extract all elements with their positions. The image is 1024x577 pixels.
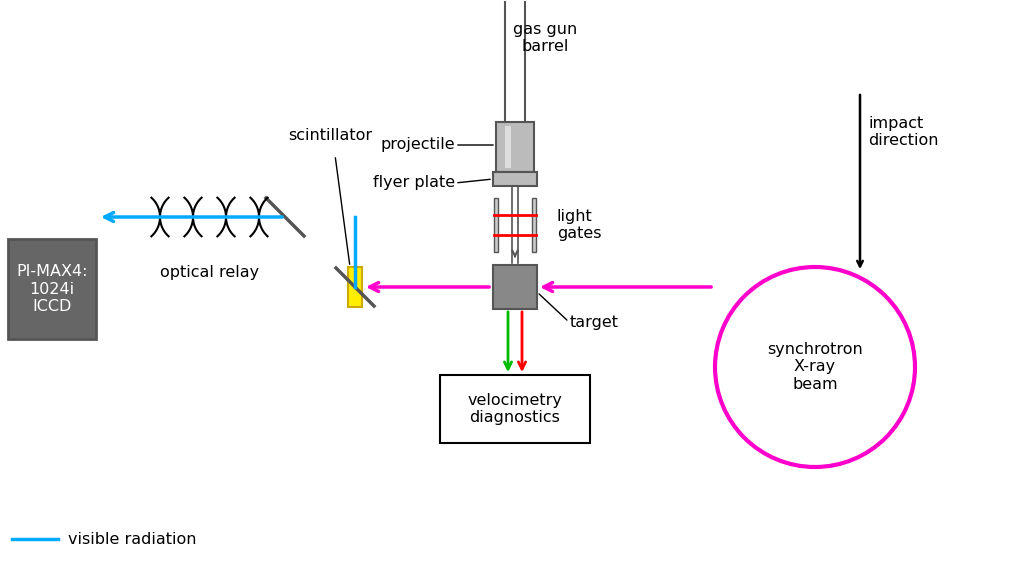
Text: synchrotron
X-ray
beam: synchrotron X-ray beam [767,342,863,392]
Text: visible radiation: visible radiation [68,531,197,546]
Text: light
gates: light gates [557,209,601,241]
Text: flyer plate: flyer plate [373,175,455,190]
FancyBboxPatch shape [8,239,96,339]
Text: gas gun
barrel: gas gun barrel [513,22,578,54]
FancyBboxPatch shape [532,198,536,252]
FancyBboxPatch shape [494,198,498,252]
FancyBboxPatch shape [440,375,590,443]
FancyBboxPatch shape [493,172,537,186]
FancyBboxPatch shape [493,265,537,309]
Text: target: target [570,314,618,329]
FancyBboxPatch shape [496,122,534,172]
Text: projectile: projectile [380,137,455,152]
Text: impact
direction: impact direction [868,116,939,148]
FancyBboxPatch shape [505,126,511,168]
Text: scintillator: scintillator [288,128,372,143]
Text: optical relay: optical relay [161,264,259,279]
Text: velocimetry
diagnostics: velocimetry diagnostics [468,393,562,425]
FancyBboxPatch shape [348,267,362,307]
Text: PI-MAX4:
1024i
ICCD: PI-MAX4: 1024i ICCD [16,264,88,314]
